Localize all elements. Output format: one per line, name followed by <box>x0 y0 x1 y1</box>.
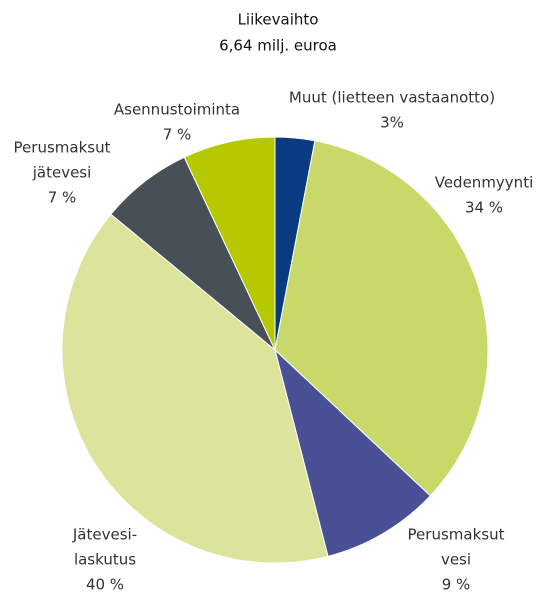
value-label: 9 % <box>442 576 471 594</box>
pie-slice <box>274 140 489 497</box>
slice-label: vesi <box>441 551 471 569</box>
value-label: 7 % <box>163 126 192 144</box>
slice-label: Jätevesi- <box>72 526 137 544</box>
value-label: 7 % <box>48 189 77 207</box>
pie-slice <box>274 348 431 557</box>
value-label: 40 % <box>86 576 124 594</box>
value-label: 3% <box>380 114 404 132</box>
value-label: 34 % <box>465 199 503 217</box>
chart-title: Liikevaihto <box>238 11 319 29</box>
slice-label: Asennustoiminta <box>114 101 240 119</box>
pie-slice <box>183 136 276 351</box>
slice-label: Vedenmyynti <box>435 174 534 192</box>
slice-label: Muut (lietteen vastaanotto) <box>289 89 495 107</box>
slice-label: laskutus <box>74 551 136 569</box>
slice-label: Perusmaksut <box>408 526 505 544</box>
chart-subtitle: 6,64 milj. euroa <box>219 37 337 55</box>
slice-label: Perusmaksut <box>14 139 111 157</box>
slice-label: jätevesi <box>32 164 92 182</box>
pie-slice <box>61 213 329 564</box>
